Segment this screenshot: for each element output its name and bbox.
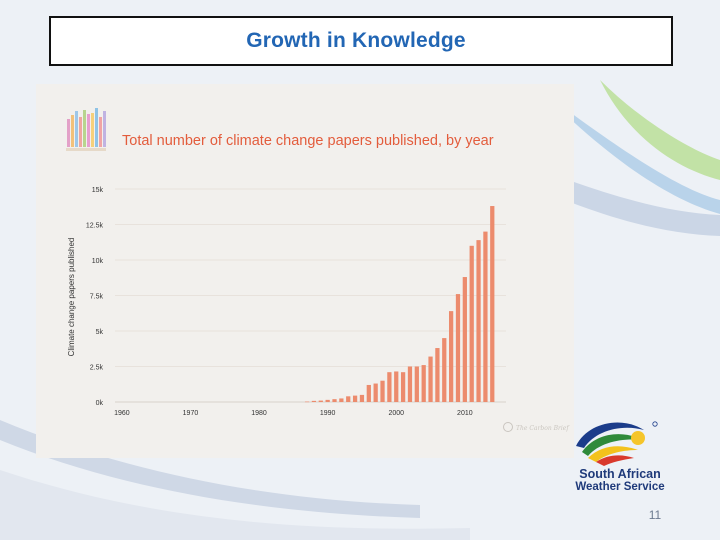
bar-2009	[455, 294, 461, 402]
bar-2012	[476, 240, 481, 402]
x-tick-label: 2000	[388, 410, 404, 417]
page-number: 11	[648, 508, 662, 522]
x-tick-label: 1990	[320, 410, 336, 417]
bar-1996	[366, 384, 371, 402]
bar-1987	[304, 401, 310, 403]
y-tick-label: 7.5k	[90, 294, 104, 301]
bar-1997	[373, 383, 378, 402]
bar-2007	[442, 338, 447, 402]
books-logo-icon	[66, 108, 106, 151]
bar-2014	[490, 206, 495, 402]
watermark-text: The Carbon Brief	[516, 425, 570, 432]
bar-2011	[469, 245, 474, 402]
x-tick-label: 2010	[457, 410, 473, 417]
gridlines	[115, 188, 506, 403]
bar-2008	[448, 311, 454, 402]
x-tick-labels: 1960 1970 1980 1990 2000 2010	[114, 410, 473, 417]
bar-1993	[346, 396, 351, 402]
y-tick-label: 2.5k	[90, 365, 104, 372]
x-tick-label: 1980	[251, 410, 267, 417]
org-name-line-1: South African	[579, 467, 661, 481]
bar-chart: Total number of climate change papers pu…	[66, 108, 570, 432]
bar-1991	[332, 399, 337, 402]
saws-logo-icon	[576, 421, 658, 466]
bar-1990	[325, 399, 330, 402]
slide-title: Growth in Knowledge	[246, 29, 466, 52]
slide-title-box: Growth in Knowledge	[49, 16, 673, 66]
carbon-brief-watermark: The Carbon Brief	[503, 422, 570, 432]
bar-2006	[435, 348, 440, 402]
bar-1988	[311, 400, 317, 402]
bar-2013	[483, 231, 488, 402]
bar-2000	[394, 371, 399, 402]
bar-1989	[318, 400, 323, 402]
y-axis-label: Climate change papers published	[67, 238, 76, 357]
bar-1999	[387, 372, 392, 402]
bar-2004	[421, 365, 426, 402]
x-tick-label: 1970	[183, 410, 199, 417]
y-tick-label: 10k	[92, 258, 104, 265]
bar-1992	[339, 398, 344, 402]
bar-2005	[428, 356, 433, 402]
bar-1998	[380, 380, 385, 402]
bar-1994	[352, 395, 358, 402]
bar-2002	[407, 366, 413, 402]
bar-2001	[400, 372, 406, 402]
bar-1995	[359, 394, 365, 402]
org-name-line-2: Weather Service	[575, 481, 665, 493]
chart-title: Total number of climate change papers pu…	[122, 133, 494, 149]
bar-2003	[414, 366, 419, 402]
chart-panel: Total number of climate change papers pu…	[36, 84, 574, 458]
y-tick-label: 0k	[96, 400, 104, 407]
x-tick-label: 1960	[114, 410, 130, 417]
y-tick-label: 15k	[92, 187, 104, 194]
bars	[304, 206, 495, 403]
y-tick-label: 5k	[96, 329, 104, 336]
bar-2010	[462, 277, 467, 402]
y-tick-label: 12.5k	[86, 223, 104, 230]
y-tick-labels: 0k 2.5k 5k 7.5k 10k 12.5k 15k	[86, 187, 104, 407]
